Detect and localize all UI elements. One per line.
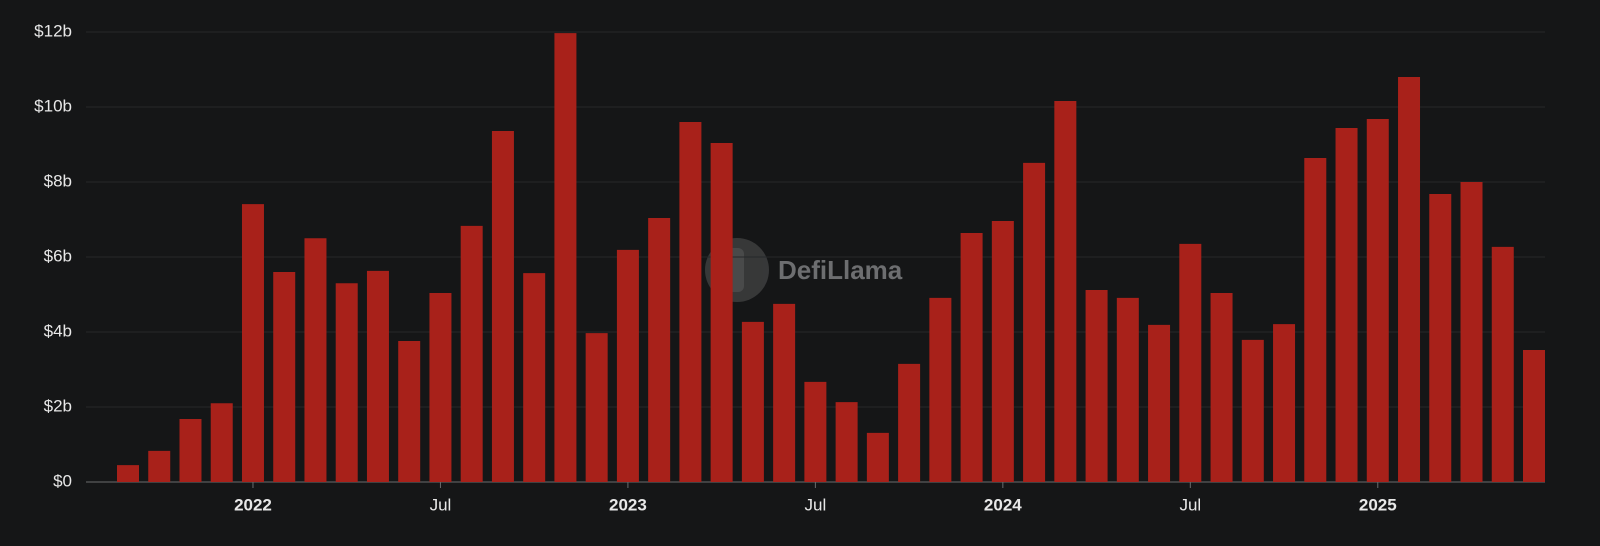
y-tick-label: $2b <box>44 396 72 415</box>
bar <box>741 321 764 482</box>
bar <box>1335 128 1358 482</box>
bar <box>1148 324 1171 482</box>
bar <box>679 122 702 482</box>
bar <box>1460 182 1483 482</box>
bar <box>804 381 827 482</box>
bar <box>773 303 796 482</box>
bar <box>1523 350 1545 482</box>
x-tick-label: Jul <box>1179 495 1201 514</box>
y-tick-label: $8b <box>44 171 72 190</box>
x-tick-label: Jul <box>430 495 452 514</box>
bar <box>1085 290 1108 482</box>
bar <box>1210 293 1233 482</box>
x-tick-label: 2022 <box>234 495 272 514</box>
y-tick-label: $0 <box>53 471 72 490</box>
bar <box>1273 324 1296 482</box>
bar <box>991 221 1014 482</box>
bar <box>1241 339 1264 482</box>
bar <box>648 218 671 482</box>
bar <box>960 233 983 482</box>
y-tick-label: $10b <box>34 96 72 115</box>
y-tick-label: $4b <box>44 321 72 340</box>
bar <box>554 33 577 482</box>
bar <box>1398 77 1421 482</box>
bar <box>1491 246 1514 482</box>
bar <box>898 363 921 482</box>
x-tick-label: 2023 <box>609 495 647 514</box>
bar <box>710 143 733 482</box>
bar <box>835 402 858 482</box>
bar <box>273 272 296 482</box>
bar <box>1054 101 1077 482</box>
bar <box>148 450 171 482</box>
bar <box>117 465 139 482</box>
bar <box>1023 162 1046 482</box>
bar <box>460 225 483 482</box>
bar <box>929 297 952 482</box>
bar <box>304 238 327 482</box>
bar <box>241 204 264 482</box>
bar <box>616 249 639 482</box>
watermark: DefiLlama <box>778 255 903 285</box>
bar <box>429 293 452 482</box>
x-tick-label: 2024 <box>984 495 1022 514</box>
y-tick-label: $12b <box>34 21 72 40</box>
bar <box>179 419 202 482</box>
bar <box>210 403 233 482</box>
x-tick-label: Jul <box>805 495 827 514</box>
bar <box>1429 194 1452 482</box>
bar <box>366 270 389 482</box>
bar <box>491 131 514 482</box>
x-tick-label: 2025 <box>1359 495 1397 514</box>
bar <box>1116 297 1139 482</box>
bar <box>1304 158 1327 482</box>
bar <box>335 283 358 482</box>
bar <box>523 273 546 482</box>
bar <box>585 333 608 482</box>
bar <box>398 341 421 482</box>
y-tick-label: $6b <box>44 246 72 265</box>
bar <box>866 432 889 482</box>
bar <box>1366 119 1389 482</box>
bar <box>1179 243 1202 482</box>
